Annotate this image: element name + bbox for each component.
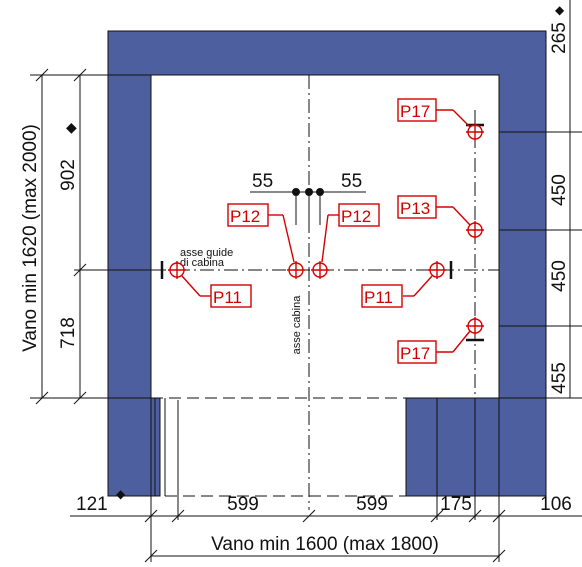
- dim-718: 718: [58, 317, 79, 349]
- car-axis-label: asse cabina: [291, 295, 303, 355]
- door-zone: [151, 397, 407, 497]
- dim-265: 265: [549, 22, 570, 54]
- dim-dots: [292, 188, 324, 196]
- diamond-bottom-left: ◆: [116, 487, 126, 501]
- dim-55-right: 55: [341, 171, 362, 192]
- dim-horizontal-total: Vano min 1600 (max 1800): [211, 534, 439, 555]
- tag-p13: P13: [400, 199, 430, 218]
- dim-450-a: 450: [549, 174, 570, 206]
- dim-175: 175: [440, 494, 472, 515]
- tag-p12-right: P12: [341, 207, 371, 226]
- tag-p17-bottom: P17: [400, 344, 430, 363]
- diamond-left: ◆: [66, 120, 77, 136]
- right-dimension-lines: [499, 0, 582, 399]
- dim-455: 455: [549, 362, 570, 394]
- dim-106: 106: [540, 494, 572, 515]
- diamond-top-right: ◆: [555, 3, 565, 17]
- dim-vertical-total: Vano min 1620 (max 2000): [20, 124, 41, 352]
- dim-121: 121: [76, 494, 108, 515]
- dim-55-left: 55: [252, 171, 273, 192]
- tag-p12-left: P12: [230, 207, 260, 226]
- dim-902: 902: [58, 159, 79, 191]
- dim-599-a: 599: [227, 494, 259, 515]
- guide-rails: [160, 123, 484, 342]
- bottom-dimension-lines: [70, 398, 582, 563]
- tag-p11-left: P11: [213, 288, 242, 307]
- fixing-points: [168, 98, 484, 364]
- tag-p11-right: P11: [364, 288, 393, 307]
- dim-599-b: 599: [356, 494, 388, 515]
- tag-p17-top: P17: [400, 102, 430, 121]
- left-dimension-lines: [30, 68, 160, 405]
- guide-axis-label-1: asse guide: [180, 247, 233, 259]
- dim-450-b: 450: [549, 260, 570, 292]
- guide-axis-label-2: di cabina: [180, 257, 225, 269]
